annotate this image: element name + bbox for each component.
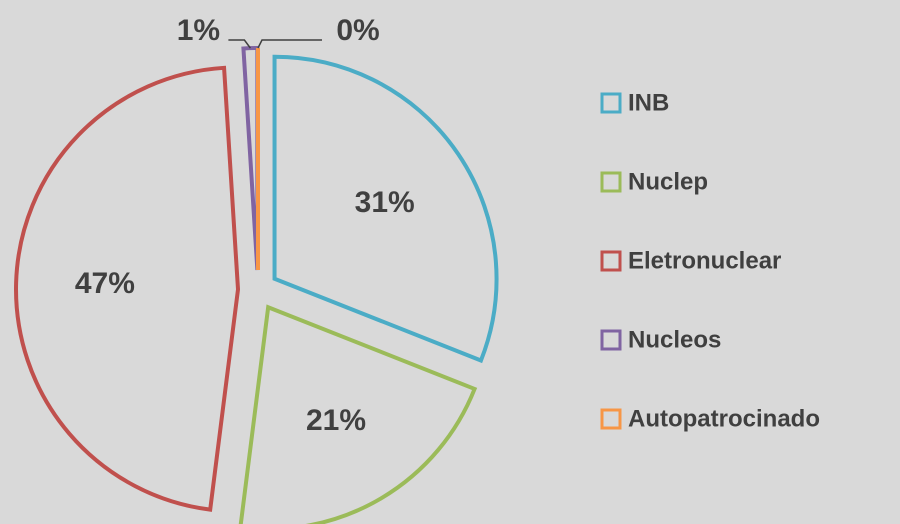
- legend-swatch: [600, 92, 622, 114]
- data-label: 21%: [306, 404, 366, 437]
- legend-label: Autopatrocinado: [628, 405, 820, 432]
- leader-line: [228, 39, 252, 49]
- legend-label: INB: [628, 89, 669, 116]
- pie-slice: [272, 54, 499, 364]
- legend-label: Nuclep: [628, 168, 708, 195]
- legend-swatch: [600, 171, 622, 193]
- legend-swatch: [600, 250, 622, 272]
- data-label: 1%: [177, 14, 220, 47]
- data-label: 47%: [75, 267, 135, 300]
- pie-slice: [238, 304, 478, 524]
- legend-swatch: [600, 408, 622, 430]
- legend-label: Eletronuclear: [628, 247, 781, 274]
- legend-swatch: [600, 329, 622, 351]
- leader-line: [257, 39, 322, 49]
- data-label: 0%: [336, 14, 379, 47]
- data-label: 31%: [355, 186, 415, 219]
- pie-slice: [14, 65, 241, 512]
- pie-slice: [241, 46, 260, 271]
- legend-label: Nucleos: [628, 326, 721, 353]
